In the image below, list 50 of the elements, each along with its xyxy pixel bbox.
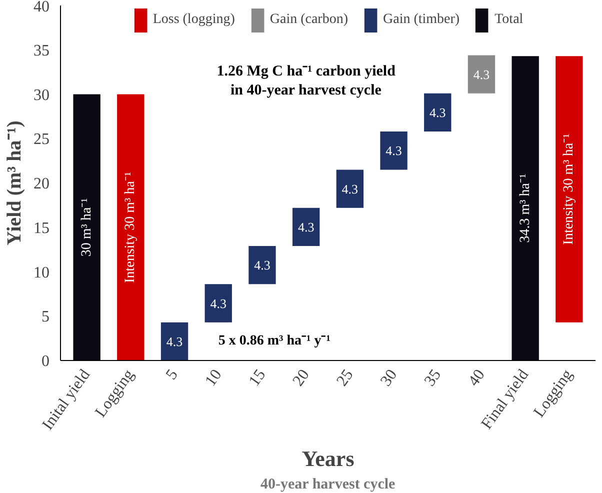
- bar: [160, 322, 188, 360]
- y-tick-label: 20: [34, 176, 50, 192]
- legend-label: Gain (carbon): [270, 12, 348, 28]
- x-tick-label: 15: [246, 366, 270, 390]
- y-tick-label: 15: [34, 220, 50, 237]
- bar: [73, 94, 100, 360]
- data-label: 4.3: [210, 296, 226, 311]
- x-tick-label: 30: [378, 366, 401, 390]
- x-tick-label: 25: [334, 366, 357, 390]
- x-tick-label: 5: [162, 366, 182, 383]
- y-tick-label: 5: [42, 308, 50, 326]
- bar: [556, 56, 583, 322]
- annotation: 1.26 Mg C ha⁻¹ carbon yield in 40-year harvest cycle: [216, 63, 396, 99]
- y-tick-label: 10: [34, 264, 50, 282]
- x-axis-title: Years: [302, 446, 355, 472]
- data-label: 30 m³ ha⁻¹: [79, 198, 94, 257]
- data-label: 4.3: [430, 104, 446, 120]
- data-label: 4.3: [254, 258, 270, 273]
- annotation: 5 x 0.86 m³ ha⁻¹ y⁻¹: [218, 333, 330, 348]
- data-label: 4.3: [386, 143, 402, 158]
- data-label: 34.3 m³ ha⁻¹: [518, 174, 533, 243]
- y-tick-label: 0: [42, 353, 50, 370]
- legend-label: Loss (logging): [152, 12, 235, 28]
- x-tick-label: 10: [202, 366, 226, 390]
- y-tick-label: 35: [34, 42, 50, 60]
- bar: [117, 94, 144, 360]
- data-label: 4.3: [342, 181, 358, 196]
- data-label: Intensity 30 m³ ha⁻¹: [562, 134, 577, 245]
- y-axis-title: Yield (m³ ha⁻¹): [4, 120, 26, 246]
- data-label: Intensity 30 m³ ha⁻¹: [123, 172, 138, 283]
- bar: [468, 55, 496, 94]
- bar: [424, 93, 452, 132]
- x-tick-label: 20: [290, 366, 313, 390]
- bar: [512, 56, 539, 360]
- data-label: 4.3: [473, 66, 490, 82]
- y-tick-label: 40: [34, 0, 50, 16]
- bar: [292, 208, 320, 246]
- legend-label: Gain (timber): [383, 12, 460, 28]
- bar: [204, 284, 232, 322]
- data-label: 4.3: [298, 219, 314, 234]
- data-label: 4.3: [166, 334, 183, 349]
- y-tick-label: 30: [34, 86, 50, 104]
- x-tick-label: 40: [465, 366, 488, 390]
- text: 40-year harvest cycle: [260, 476, 396, 492]
- x-tick-label: 35: [421, 366, 445, 390]
- bar: [380, 132, 408, 170]
- bar: [336, 170, 364, 208]
- bar: [248, 246, 276, 284]
- y-tick-label: 25: [34, 131, 50, 148]
- legend-label: Total: [494, 12, 524, 28]
